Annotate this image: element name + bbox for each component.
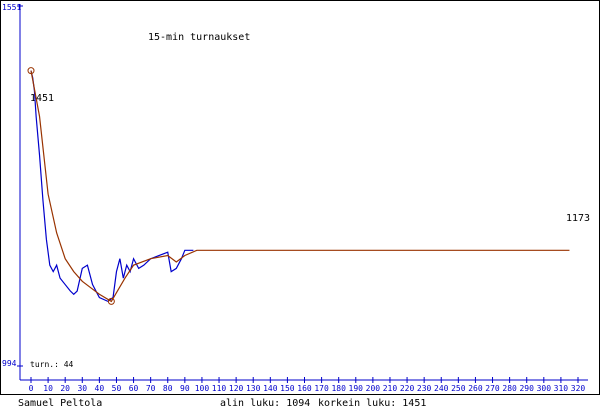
x-tick-label: 190 <box>349 384 364 393</box>
x-tick-label: 40 <box>95 384 105 393</box>
x-tick-label: 0 <box>29 384 34 393</box>
x-tick-label: 170 <box>314 384 329 393</box>
x-tick-label: 230 <box>417 384 432 393</box>
footer-text: korkein luku: 1451 <box>318 398 426 409</box>
annotation: 1451 <box>30 93 54 104</box>
x-tick-label: 160 <box>297 384 312 393</box>
x-tick-label: 130 <box>246 384 261 393</box>
x-tick-label: 150 <box>280 384 295 393</box>
x-tick-label: 120 <box>229 384 244 393</box>
x-tick-label: 250 <box>451 384 466 393</box>
data-line <box>30 70 570 303</box>
x-tick-label: 110 <box>212 384 227 393</box>
x-tick-label: 320 <box>571 384 586 393</box>
x-tick-label: 290 <box>519 384 534 393</box>
x-tick-label: 200 <box>366 384 381 393</box>
x-tick-label: 220 <box>400 384 415 393</box>
x-tick-label: 20 <box>60 384 70 393</box>
point-marker <box>27 67 35 75</box>
frame <box>0 0 600 395</box>
data-line <box>30 70 194 303</box>
x-tick-label: 280 <box>502 384 517 393</box>
x-tick-label: 260 <box>468 384 483 393</box>
x-tick-label: 310 <box>554 384 569 393</box>
x-tick-label: 50 <box>112 384 122 393</box>
x-tick-label: 70 <box>146 384 156 393</box>
x-tick-label: 30 <box>77 384 87 393</box>
chart-title: 15-min turnaukset <box>148 32 250 43</box>
point-marker <box>107 297 115 305</box>
x-tick-label: 270 <box>485 384 500 393</box>
x-tick-label: 60 <box>129 384 139 393</box>
x-tick-label: 300 <box>537 384 552 393</box>
x-tick-label: 90 <box>180 384 190 393</box>
y-tick-label: 994 <box>2 359 17 368</box>
x-tick-label: 100 <box>195 384 210 393</box>
x-tick-label: 210 <box>383 384 398 393</box>
x-tick-label: 240 <box>434 384 449 393</box>
x-tick-label: 140 <box>263 384 278 393</box>
x-tick-label: 180 <box>331 384 346 393</box>
annotation: turn.: 44 <box>30 360 74 369</box>
x-tick-label: 10 <box>43 384 53 393</box>
footer-text: Samuel Peltola <box>18 398 102 409</box>
annotation: 1173 <box>566 213 590 224</box>
footer-text: alin luku: 1094 <box>220 398 310 409</box>
y-tick-label: 1551 <box>2 3 21 12</box>
x-tick-label: 80 <box>163 384 173 393</box>
